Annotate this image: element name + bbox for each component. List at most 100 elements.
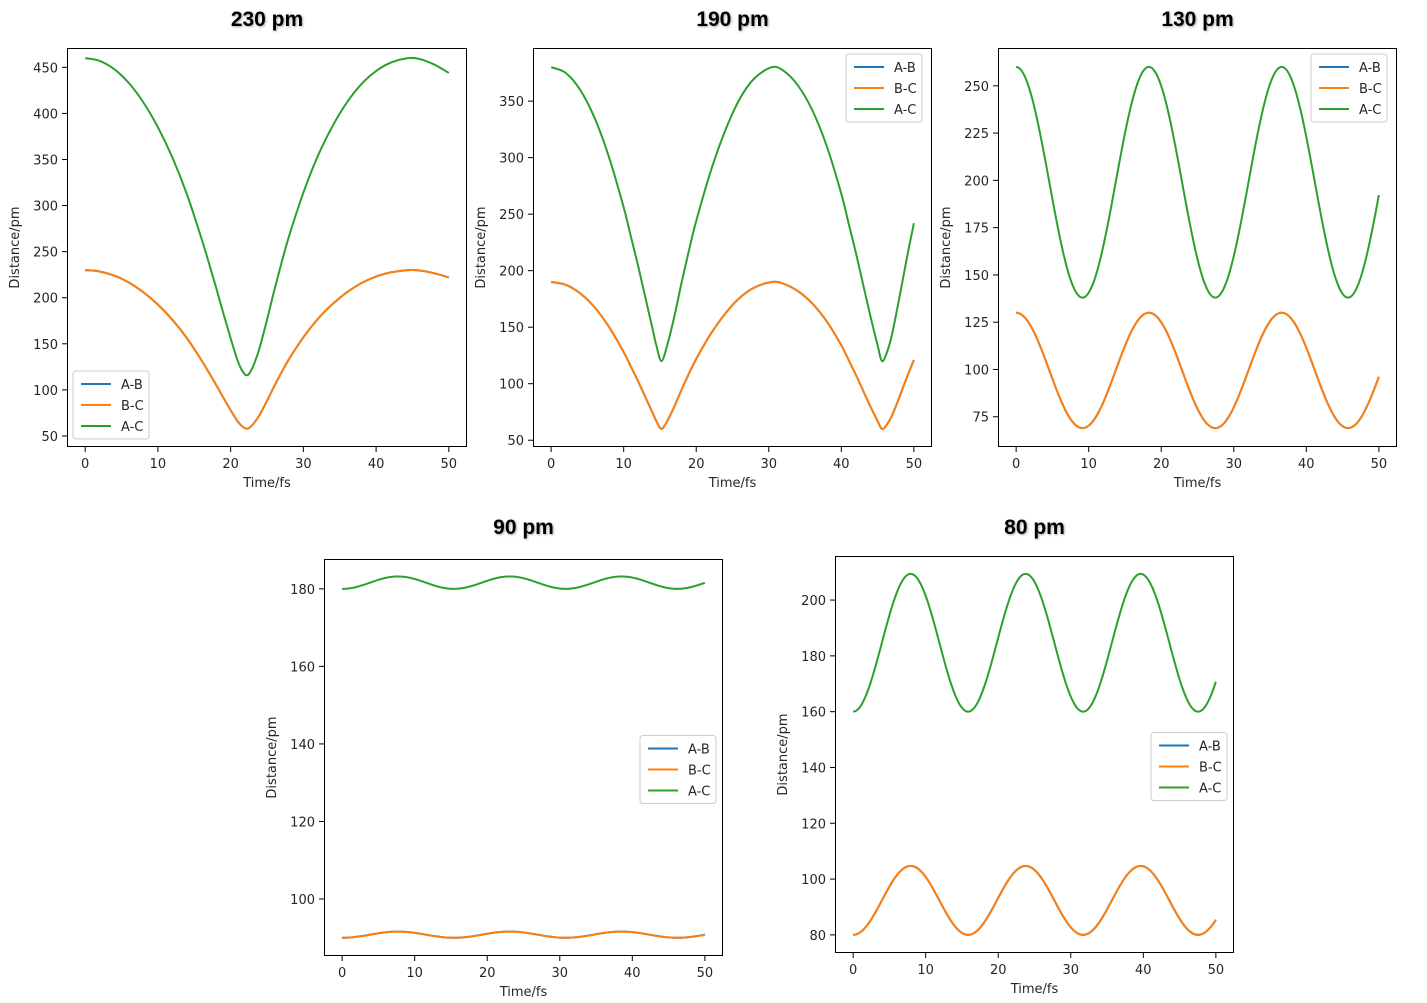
- legend-label: A-B: [1199, 740, 1221, 755]
- legend-label: A-B: [121, 378, 143, 393]
- series-line-b-c: [853, 864, 1217, 936]
- x-tick-label: 30: [295, 457, 312, 472]
- legend-label: A-B: [688, 743, 710, 758]
- series-line-b-c: [1016, 311, 1380, 430]
- x-tick-label: 10: [615, 457, 632, 472]
- y-axis-label: Distance/pm: [265, 716, 280, 798]
- x-tick-label: 30: [1225, 457, 1242, 472]
- y-tick-label: 300: [33, 200, 58, 215]
- y-tick-label: 180: [290, 583, 315, 598]
- y-axis-label: Distance/pm: [776, 713, 791, 795]
- legend-label: B-C: [688, 764, 711, 779]
- legend-box: [845, 53, 923, 123]
- x-tick-label: 0: [81, 457, 89, 472]
- x-tick-label: 0: [1012, 457, 1020, 472]
- x-tick-label: 30: [760, 457, 777, 472]
- y-tick-label: 50: [41, 430, 58, 445]
- series-line-a-b: [85, 268, 450, 430]
- x-tick-label: 10: [150, 457, 167, 472]
- legend-label: A-C: [688, 785, 710, 800]
- x-axis-label: Time/fs: [499, 985, 548, 1000]
- y-axis-label: Distance/pm: [474, 206, 489, 288]
- series-line-a-c: [342, 575, 706, 590]
- legend-label: B-C: [1359, 82, 1382, 97]
- x-tick-label: 50: [1208, 963, 1225, 978]
- x-tick-label: 30: [1062, 963, 1079, 978]
- y-tick-label: 250: [964, 80, 989, 95]
- y-tick-label: 350: [499, 95, 524, 110]
- y-tick-label: 140: [801, 761, 826, 776]
- x-tick-label: 50: [906, 457, 923, 472]
- series-line-a-b: [550, 280, 915, 430]
- y-tick-label: 80: [809, 929, 826, 944]
- x-tick-label: 20: [688, 457, 705, 472]
- x-axis-label: Time/fs: [1010, 982, 1059, 997]
- y-tick-label: 150: [33, 338, 58, 353]
- y-tick-label: 120: [290, 815, 315, 830]
- x-tick-label: 50: [441, 457, 458, 472]
- x-tick-label: 40: [1298, 457, 1315, 472]
- series-line-a-c: [1015, 65, 1380, 299]
- y-tick-label: 175: [964, 222, 989, 237]
- x-tick-label: 40: [368, 457, 385, 472]
- legend-label: A-B: [1359, 61, 1381, 76]
- legend-label: A-B: [894, 61, 916, 76]
- x-tick-label: 40: [833, 457, 850, 472]
- legend-label: B-C: [121, 399, 144, 414]
- legend-box: [1150, 732, 1228, 801]
- y-tick-label: 450: [33, 61, 58, 76]
- y-tick-label: 300: [499, 152, 524, 167]
- series-line-a-c: [852, 572, 1217, 713]
- x-tick-label: 20: [479, 966, 496, 981]
- chart-title: 90 pm: [493, 516, 554, 539]
- y-tick-label: 100: [290, 893, 315, 908]
- legend: A-B B-C A-C: [845, 53, 923, 123]
- y-tick-label: 200: [801, 594, 826, 609]
- x-axis-label: Time/fs: [1173, 476, 1222, 491]
- y-tick-label: 100: [499, 378, 524, 393]
- x-tick-label: 0: [849, 963, 857, 978]
- y-tick-label: 150: [499, 321, 524, 336]
- series-line-a-b: [342, 930, 706, 939]
- plot-frame: [67, 48, 467, 447]
- series-line-b-c: [85, 268, 450, 430]
- x-tick-label: 20: [1153, 457, 1170, 472]
- legend-label: A-C: [121, 420, 143, 435]
- y-tick-label: 160: [290, 660, 315, 675]
- y-tick-label: 100: [33, 384, 58, 399]
- x-tick-label: 30: [551, 966, 568, 981]
- legend-label: A-C: [894, 103, 916, 118]
- y-tick-label: 100: [801, 873, 826, 888]
- x-tick-label: 50: [1371, 457, 1388, 472]
- y-tick-label: 120: [801, 817, 826, 832]
- y-tick-label: 200: [964, 174, 989, 189]
- legend-label: B-C: [894, 82, 917, 97]
- series-line-a-b: [853, 864, 1217, 936]
- y-tick-label: 160: [801, 706, 826, 721]
- chart-title: 190 pm: [696, 8, 769, 31]
- plot-frame: [324, 559, 723, 956]
- chart-title: 130 pm: [1161, 8, 1234, 31]
- legend: A-B B-C A-C: [72, 370, 150, 440]
- y-axis-label: Distance/pm: [939, 206, 954, 288]
- y-tick-label: 200: [33, 292, 58, 307]
- x-tick-label: 20: [222, 457, 239, 472]
- legend-box: [72, 370, 150, 440]
- plot-frame: [835, 556, 1234, 953]
- legend-label: A-C: [1359, 103, 1381, 118]
- y-tick-label: 75: [972, 411, 989, 426]
- y-tick-label: 250: [499, 208, 524, 223]
- y-tick-label: 400: [33, 107, 58, 122]
- plot-frame: [533, 48, 932, 447]
- y-tick-label: 100: [964, 363, 989, 378]
- x-tick-label: 0: [338, 966, 346, 981]
- y-axis-label: Distance/pm: [8, 206, 23, 288]
- x-tick-label: 10: [917, 963, 934, 978]
- legend: A-B B-C A-C: [1310, 53, 1388, 123]
- x-tick-label: 0: [547, 457, 555, 472]
